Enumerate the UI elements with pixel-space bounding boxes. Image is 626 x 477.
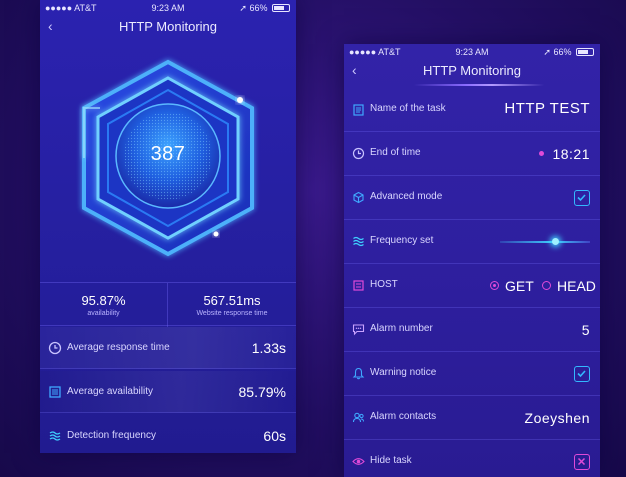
- metric-value: 60s: [263, 428, 286, 444]
- response-time-label: Website response time: [196, 310, 268, 317]
- option-label: GET: [505, 278, 534, 294]
- battery-status: ➚ 66%: [239, 3, 290, 14]
- chevron-left-icon[interactable]: ‹: [352, 62, 357, 78]
- contacts-icon: [352, 412, 364, 423]
- availability-label: availability: [87, 310, 120, 317]
- option-label: HEAD: [557, 278, 596, 294]
- setting-alarm-number[interactable]: Alarm number 5: [344, 308, 600, 352]
- clock-icon: [48, 341, 62, 355]
- setting-alarm-contacts[interactable]: Alarm contacts Zoeyshen: [344, 396, 600, 440]
- x-mark-icon: [577, 457, 586, 466]
- nav-bar: ‹ HTTP Monitoring: [40, 16, 296, 38]
- carrier-signal: ●●●●● AT&T: [45, 3, 97, 13]
- alarm-contacts-value[interactable]: Zoeyshen: [524, 410, 590, 426]
- carrier-signal: ●●●●● AT&T: [349, 47, 401, 57]
- response-count-value: 387: [150, 143, 186, 165]
- slider-handle[interactable]: [552, 238, 559, 245]
- end-time-value[interactable]: 18:21: [539, 146, 590, 162]
- hide-task-checkbox[interactable]: [574, 454, 590, 470]
- metric-row-average-response[interactable]: Average response time 1.33s: [40, 327, 296, 369]
- clock-icon: [352, 147, 365, 160]
- frequency-slider[interactable]: [500, 238, 590, 245]
- metric-row-average-availability[interactable]: Average availability 85.79%: [40, 371, 296, 413]
- setting-label: Alarm contacts: [370, 411, 437, 422]
- response-time-value: 567.51ms: [203, 293, 261, 308]
- metric-row-detection-frequency[interactable]: Detection frequency 60s: [40, 415, 296, 453]
- warning-notice-checkbox[interactable]: [574, 366, 590, 382]
- status-bar: ●●●●● AT&T 9:23 AM ➚ 66%: [344, 44, 600, 60]
- response-time-stat: 567.51ms Website response time: [168, 283, 296, 327]
- advanced-mode-checkbox[interactable]: [574, 190, 590, 206]
- host-icon: [353, 280, 364, 291]
- setting-task-name[interactable]: Name of the task HTTP TEST: [344, 88, 600, 132]
- setting-label: Hide task: [370, 455, 412, 466]
- setting-label: Advanced mode: [370, 191, 443, 202]
- page-title: HTTP Monitoring: [422, 63, 521, 78]
- battery-icon: [272, 4, 290, 12]
- bell-icon: [352, 367, 365, 380]
- frequency-icon: [49, 431, 61, 441]
- location-icon: ➚: [239, 3, 247, 13]
- setting-label: HOST: [370, 279, 398, 290]
- battery-percent: 66%: [249, 3, 268, 13]
- setting-advanced-mode[interactable]: Advanced mode: [344, 176, 600, 220]
- setting-label: Frequency set: [370, 235, 434, 246]
- title-underline: [414, 84, 544, 86]
- frequency-icon: [353, 236, 364, 247]
- monitoring-dashboard-screen: ●●●●● AT&T 9:23 AM ➚ 66% ‹ HTTP Monitori…: [40, 0, 296, 453]
- setting-label: Alarm number: [370, 323, 433, 334]
- metric-value: 85.79%: [238, 384, 286, 400]
- setting-warning-notice[interactable]: Warning notice: [344, 352, 600, 396]
- nav-bar: ‹ HTTP Monitoring: [344, 60, 600, 82]
- stats-row: 95.87% availability 567.51ms Website res…: [40, 282, 296, 327]
- checkmark-icon: [577, 194, 586, 202]
- setting-label: Warning notice: [370, 367, 437, 378]
- cube-icon: [353, 191, 364, 204]
- availability-stat: 95.87% availability: [40, 283, 168, 327]
- hero-gauge: 387: [40, 38, 296, 282]
- status-bar: ●●●●● AT&T 9:23 AM ➚ 66%: [40, 0, 296, 16]
- setting-end-time[interactable]: End of time 18:21: [344, 132, 600, 176]
- task-settings-screen: ●●●●● AT&T 9:23 AM ➚ 66% ‹ HTTP Monitori…: [344, 44, 600, 477]
- metric-label: Detection frequency: [67, 430, 156, 441]
- clipboard-icon: [353, 104, 364, 116]
- chevron-left-icon[interactable]: ‹: [48, 18, 53, 34]
- battery-percent: 66%: [553, 47, 572, 57]
- status-dot: [539, 151, 545, 156]
- battery-icon: [576, 48, 594, 56]
- host-option-get[interactable]: GET: [490, 278, 534, 294]
- chat-icon: [352, 324, 365, 336]
- setting-host[interactable]: HOST GET HEAD: [344, 264, 600, 308]
- hexagon-emblem: [82, 59, 254, 257]
- status-time: 9:23 AM: [455, 47, 489, 57]
- availability-value: 95.87%: [81, 293, 126, 308]
- metric-label: Average response time: [67, 342, 170, 353]
- alarm-number-value[interactable]: 5: [581, 322, 590, 338]
- setting-label: Name of the task: [370, 103, 446, 114]
- task-name-value[interactable]: HTTP TEST: [504, 100, 590, 117]
- host-option-head[interactable]: HEAD: [542, 278, 596, 294]
- setting-label: End of time: [370, 147, 421, 158]
- setting-hide-task[interactable]: Hide task: [344, 440, 600, 477]
- radio-unselected-icon: [542, 281, 551, 290]
- battery-status: ➚ 66%: [543, 47, 594, 58]
- metric-value: 1.33s: [251, 340, 286, 356]
- setting-frequency[interactable]: Frequency set: [344, 220, 600, 264]
- end-time-text: 18:21: [552, 146, 590, 162]
- checkmark-icon: [577, 370, 586, 378]
- list-icon: [49, 386, 61, 398]
- status-time: 9:23 AM: [151, 3, 185, 13]
- eye-icon: [352, 458, 365, 465]
- radio-selected-icon: [490, 281, 499, 290]
- page-title: HTTP Monitoring: [118, 19, 217, 34]
- location-icon: ➚: [543, 47, 551, 57]
- metric-label: Average availability: [67, 386, 153, 397]
